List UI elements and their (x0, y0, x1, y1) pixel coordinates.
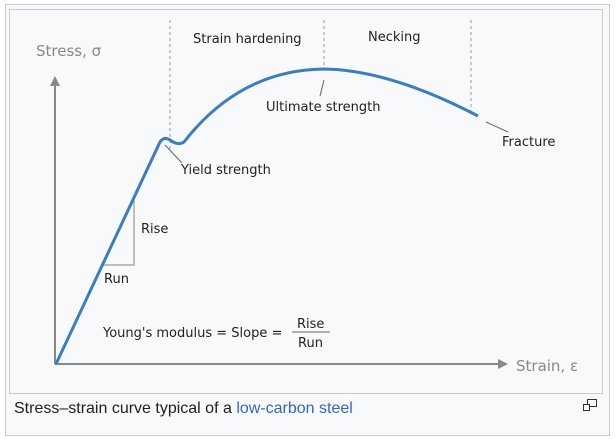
enlarge-icon[interactable] (583, 399, 597, 411)
formula-numerator: Rise (297, 317, 324, 332)
formula-denominator: Run (298, 336, 323, 351)
region-necking: Necking (368, 30, 421, 45)
caption-text: Stress–strain curve typical of a (14, 400, 237, 417)
figure-image[interactable] (9, 9, 603, 394)
yield-leader (164, 144, 183, 164)
slope-triangle (103, 197, 135, 266)
y-axis-label: Stress, σ (36, 42, 102, 60)
yield-strength-label: Yield strength (180, 163, 271, 178)
formula-text: Young's modulus = Slope = (102, 326, 282, 341)
x-axis-label: Strain, ε (516, 357, 578, 375)
fracture-leader (485, 121, 509, 133)
fracture-label: Fracture (502, 135, 555, 150)
stress-strain-curve (54, 67, 479, 365)
caption-link[interactable]: low-carbon steel (236, 400, 353, 417)
rise-label: Rise (141, 222, 168, 237)
region-strain-hardening: Strain hardening (193, 32, 302, 47)
ultimate-strength-label: Ultimate strength (266, 100, 380, 115)
ultimate-leader (319, 79, 325, 97)
figure-caption: Stress–strain curve typical of a low-car… (14, 400, 353, 418)
run-label: Run (104, 272, 129, 287)
